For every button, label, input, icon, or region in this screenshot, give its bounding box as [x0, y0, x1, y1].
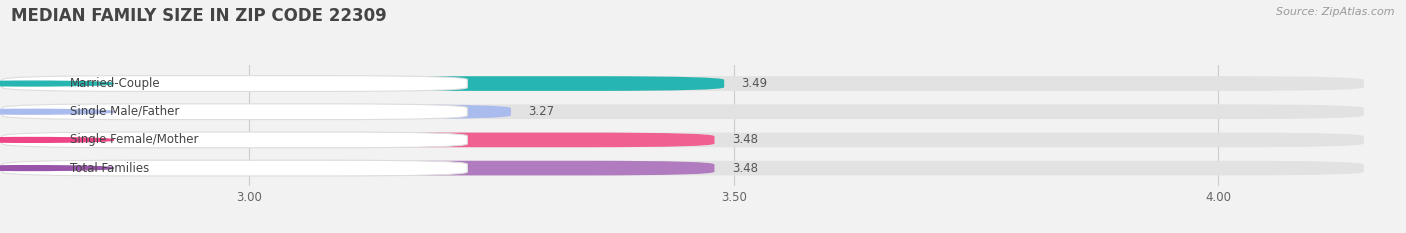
Text: Total Families: Total Families [70, 161, 149, 175]
FancyBboxPatch shape [3, 104, 467, 120]
Text: 3.48: 3.48 [733, 134, 758, 146]
Text: Married-Couple: Married-Couple [70, 77, 160, 90]
FancyBboxPatch shape [3, 132, 467, 148]
Text: 3.49: 3.49 [741, 77, 768, 90]
FancyBboxPatch shape [7, 133, 1364, 147]
FancyBboxPatch shape [7, 76, 724, 91]
Circle shape [0, 81, 114, 86]
Circle shape [0, 137, 114, 142]
FancyBboxPatch shape [7, 104, 510, 119]
FancyBboxPatch shape [7, 161, 1364, 175]
Circle shape [0, 109, 114, 114]
Text: 3.27: 3.27 [529, 105, 554, 118]
Text: Single Female/Mother: Single Female/Mother [70, 134, 198, 146]
FancyBboxPatch shape [7, 104, 1364, 119]
Text: Single Male/Father: Single Male/Father [70, 105, 180, 118]
Text: Source: ZipAtlas.com: Source: ZipAtlas.com [1277, 7, 1395, 17]
Text: MEDIAN FAMILY SIZE IN ZIP CODE 22309: MEDIAN FAMILY SIZE IN ZIP CODE 22309 [11, 7, 387, 25]
FancyBboxPatch shape [3, 160, 467, 176]
Text: 3.48: 3.48 [733, 161, 758, 175]
Circle shape [0, 166, 114, 171]
FancyBboxPatch shape [7, 161, 714, 175]
FancyBboxPatch shape [7, 76, 1364, 91]
FancyBboxPatch shape [3, 76, 467, 91]
FancyBboxPatch shape [7, 133, 714, 147]
